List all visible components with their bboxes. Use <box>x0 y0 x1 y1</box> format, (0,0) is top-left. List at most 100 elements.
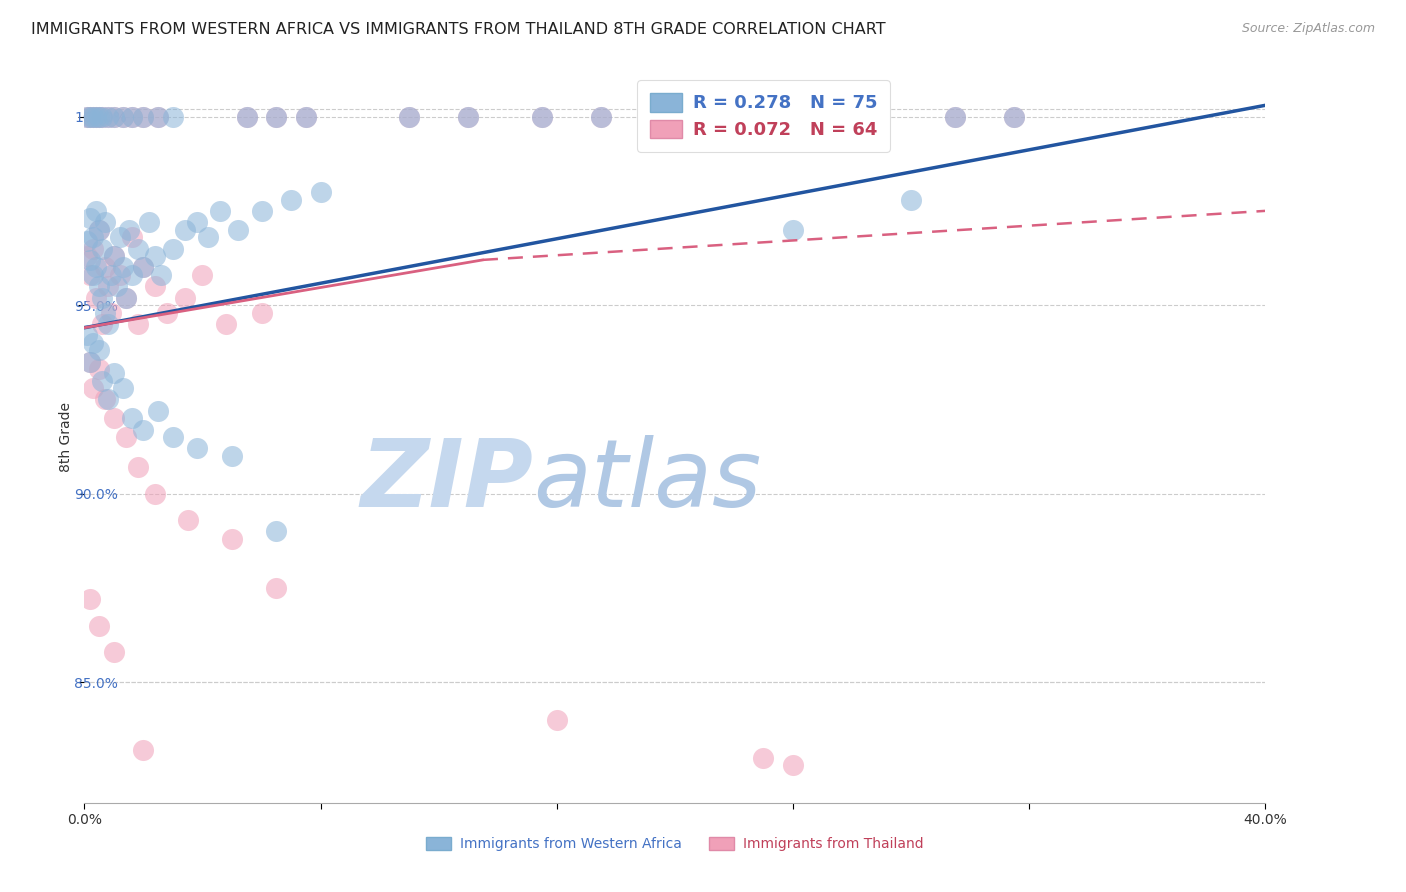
Point <box>236 110 259 124</box>
Point <box>162 110 184 124</box>
Point <box>221 532 243 546</box>
Point <box>82 230 104 244</box>
Point <box>121 230 143 244</box>
Point <box>103 110 125 124</box>
Point <box>76 234 98 248</box>
Point <box>900 193 922 207</box>
Point <box>87 362 111 376</box>
Point <box>197 230 219 244</box>
Point <box>108 268 131 282</box>
Point <box>94 306 117 320</box>
Point <box>103 645 125 659</box>
Point <box>76 249 98 263</box>
Point <box>398 110 420 124</box>
Point <box>91 242 114 256</box>
Point <box>143 279 166 293</box>
Point <box>97 279 120 293</box>
Point <box>309 185 332 199</box>
Point <box>191 268 214 282</box>
Text: atlas: atlas <box>533 435 762 526</box>
Point <box>177 513 200 527</box>
Point <box>295 110 318 124</box>
Point <box>105 279 128 293</box>
Point <box>111 110 134 124</box>
Point <box>226 223 249 237</box>
Point <box>782 758 804 772</box>
Point <box>87 110 111 124</box>
Point <box>87 110 111 124</box>
Point <box>127 242 149 256</box>
Point <box>457 110 479 124</box>
Point <box>531 110 554 124</box>
Point <box>82 335 104 350</box>
Point <box>97 392 120 407</box>
Point <box>79 211 101 226</box>
Point <box>87 343 111 358</box>
Point <box>103 110 125 124</box>
Point <box>782 223 804 237</box>
Point <box>97 110 120 124</box>
Point <box>143 486 166 500</box>
Point <box>186 442 208 456</box>
Point <box>162 430 184 444</box>
Point <box>94 260 117 275</box>
Point <box>280 193 302 207</box>
Point <box>111 110 134 124</box>
Point <box>84 203 107 218</box>
Point <box>114 291 136 305</box>
Point <box>79 110 101 124</box>
Point <box>79 252 101 267</box>
Point <box>236 110 259 124</box>
Point <box>118 223 141 237</box>
Point <box>591 110 613 124</box>
Point <box>215 317 238 331</box>
Point <box>76 110 98 124</box>
Point <box>266 110 288 124</box>
Point <box>132 110 155 124</box>
Point <box>91 110 114 124</box>
Point <box>132 260 155 275</box>
Point <box>186 215 208 229</box>
Point <box>945 110 967 124</box>
Point <box>91 317 114 331</box>
Point <box>121 411 143 425</box>
Point <box>87 279 111 293</box>
Point <box>138 215 160 229</box>
Point <box>173 291 195 305</box>
Point <box>250 203 273 218</box>
Point <box>156 306 179 320</box>
Point <box>84 291 107 305</box>
Point <box>114 291 136 305</box>
Point <box>79 354 101 368</box>
Point <box>132 110 155 124</box>
Point <box>100 268 122 282</box>
Point <box>173 223 195 237</box>
Point <box>266 581 288 595</box>
Point <box>108 230 131 244</box>
Point <box>79 354 101 368</box>
Point <box>82 381 104 395</box>
Point <box>82 242 104 256</box>
Point <box>162 242 184 256</box>
Point <box>591 110 613 124</box>
Point <box>87 618 111 632</box>
Point <box>121 268 143 282</box>
Text: ZIP: ZIP <box>360 435 533 527</box>
Point <box>752 750 775 764</box>
Point <box>111 260 134 275</box>
Point <box>127 317 149 331</box>
Point <box>132 423 155 437</box>
Point <box>945 110 967 124</box>
Text: IMMIGRANTS FROM WESTERN AFRICA VS IMMIGRANTS FROM THAILAND 8TH GRADE CORRELATION: IMMIGRANTS FROM WESTERN AFRICA VS IMMIGR… <box>31 22 886 37</box>
Point <box>546 713 568 727</box>
Point <box>84 110 107 124</box>
Point <box>76 110 98 124</box>
Point <box>150 268 173 282</box>
Point <box>103 249 125 263</box>
Point <box>84 260 107 275</box>
Point <box>94 215 117 229</box>
Point <box>111 381 134 395</box>
Point <box>221 449 243 463</box>
Point <box>132 260 155 275</box>
Point <box>82 110 104 124</box>
